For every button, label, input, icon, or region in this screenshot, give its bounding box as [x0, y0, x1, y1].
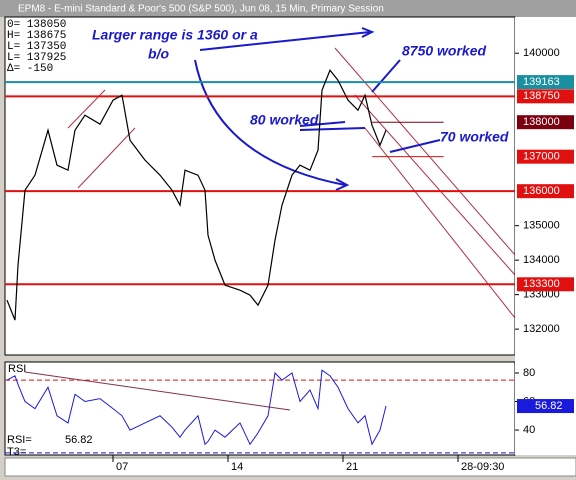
- level-label: 137000: [523, 151, 560, 163]
- price-line: [6, 369, 387, 446]
- plot: 132000 133000 134000 135000 140000 07 14 21 28-0…: [5, 47, 574, 473]
- annotation: b/o: [148, 46, 169, 62]
- level-box: [517, 277, 574, 292]
- t3-readout: T3=: [7, 446, 26, 458]
- rsi-readout: RSI=: [7, 434, 32, 446]
- quote-box: 0= 138050 H= 138675 L= 137350 L= 137925 …: [7, 19, 66, 75]
- annotation: 80 worked: [250, 112, 319, 128]
- rsi-trend: [24, 371, 291, 411]
- y-tick-label: 133000: [523, 289, 560, 301]
- y-tick-label: 140000: [523, 47, 560, 59]
- annotation: 8750 worked: [402, 43, 486, 59]
- title-bar: [0, 0, 576, 17]
- x-tick-label: 21: [346, 461, 358, 473]
- channel: [354, 94, 516, 276]
- arrow: [389, 139, 441, 153]
- arrows: [194, 27, 441, 191]
- arrow: [299, 121, 346, 127]
- quote-line: L= 137925: [7, 52, 66, 64]
- y-tick-label: 134000: [523, 254, 560, 266]
- level-label: 139163: [523, 76, 560, 88]
- last-value-label: 56.82: [535, 400, 563, 412]
- y-tick-label: 135000: [523, 220, 560, 232]
- level-box: [517, 89, 574, 104]
- rsi-panel: [4, 361, 516, 456]
- last-value-box: [517, 399, 574, 414]
- level-box: [517, 75, 574, 90]
- arrow: [194, 59, 346, 186]
- annotation: Larger range is 1360 or a: [92, 27, 258, 43]
- title: EPM8 - E-mini Standard & Poor's 500 (S&P…: [18, 4, 384, 15]
- rsi-readout-value: 56.82: [65, 434, 93, 446]
- channel: [77, 127, 136, 189]
- level-box: [517, 184, 574, 199]
- arrow: [371, 59, 401, 93]
- quote-line: L= 137350: [7, 41, 66, 53]
- annotation: 70 worked: [440, 129, 509, 145]
- arrow: [199, 31, 371, 51]
- rsi-label: RSI: [8, 363, 26, 375]
- price-panel: [4, 16, 516, 356]
- level-label: 133300: [523, 278, 560, 290]
- channel: [364, 127, 516, 319]
- y-tick-label: 40: [523, 424, 535, 436]
- x-tick-label: 07: [116, 461, 128, 473]
- quote-line: H= 138675: [7, 30, 66, 42]
- level-box: [517, 149, 574, 164]
- date-axis: [4, 457, 576, 477]
- arrow: [335, 178, 350, 191]
- quote-line: Δ= -150: [7, 63, 53, 75]
- y-tick-label: 80: [523, 367, 535, 379]
- arrow: [361, 27, 375, 38]
- x-tick-label: 14: [231, 461, 243, 473]
- level-label: 138750: [523, 90, 560, 102]
- level-label: 138000: [523, 116, 560, 128]
- quote-line: 0= 138050: [7, 19, 66, 31]
- y-tick-label: 132000: [523, 323, 560, 335]
- level-label: 136000: [523, 185, 560, 197]
- x-tick-label: 28-09:30: [461, 461, 504, 473]
- level-box: [517, 115, 574, 130]
- price-line: [6, 69, 387, 321]
- arrow: [299, 127, 366, 131]
